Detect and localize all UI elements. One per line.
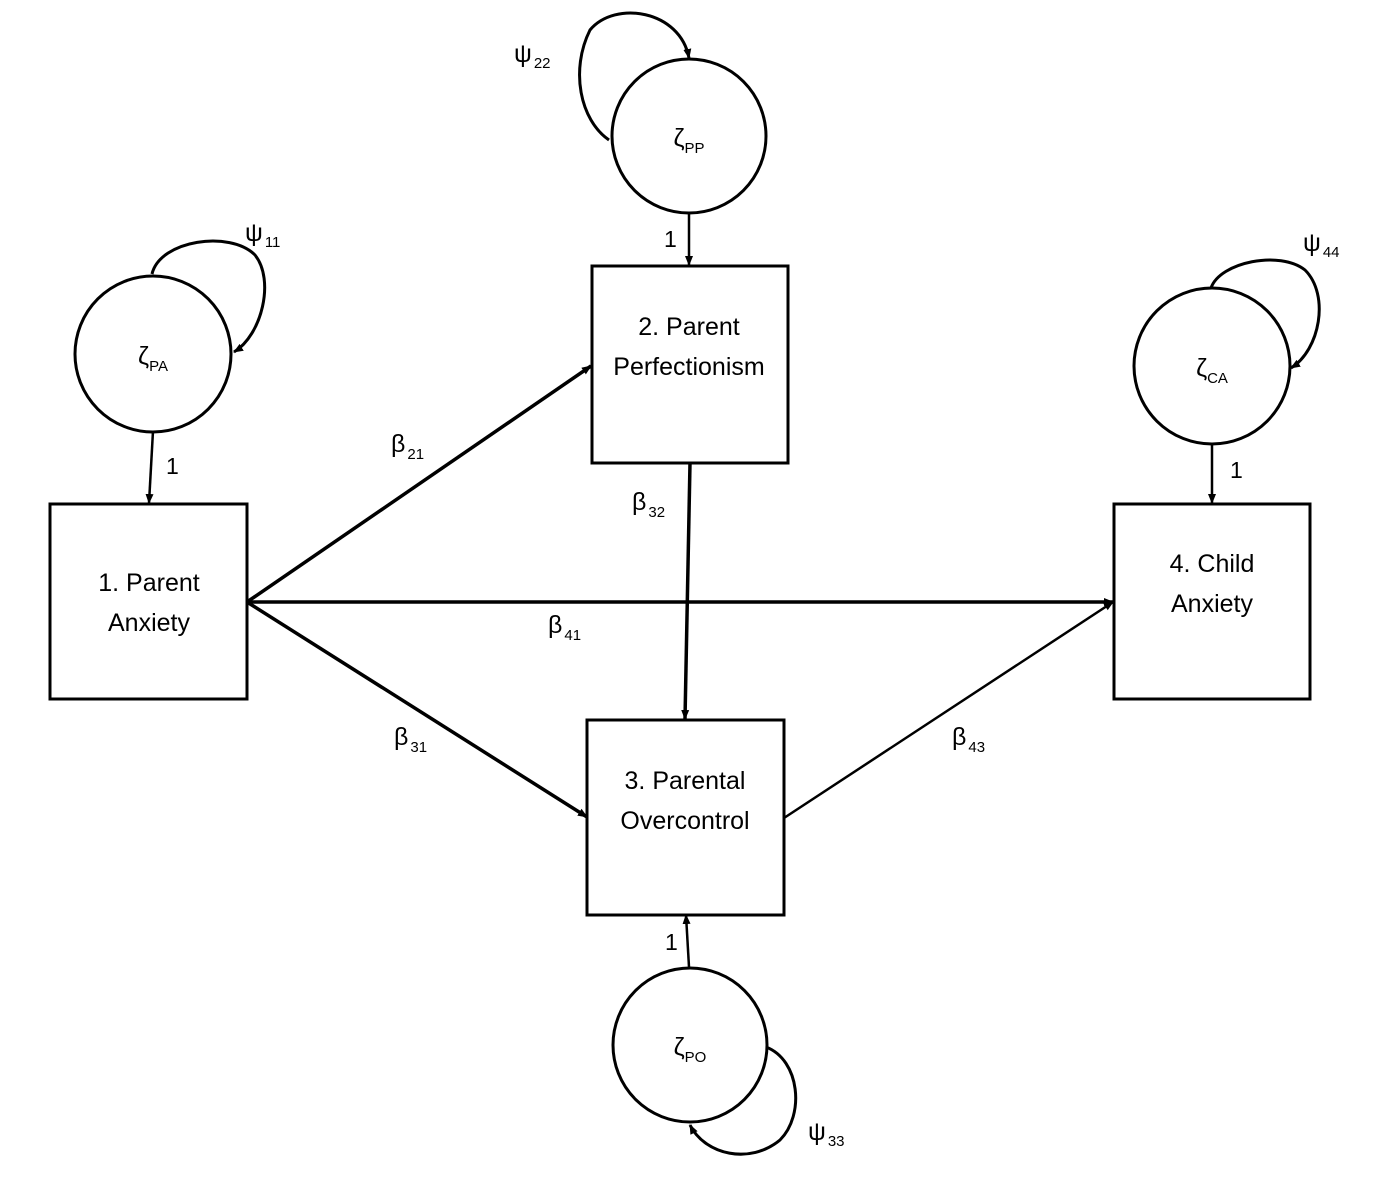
disturbance-label: ζCA [1196, 354, 1228, 387]
node-label-line2: Perfectionism [613, 353, 764, 381]
variance-label-psi44: ψ 44 [1303, 229, 1340, 261]
node-label-line2: Overcontrol [620, 807, 749, 835]
path-label-b43: β 43 [952, 723, 985, 756]
path-arrow-b32 [681, 462, 692, 720]
node-parent-perfectionism: 2. Parent Perfectionism [590, 264, 790, 465]
disturbance-ca: ζCA [1132, 286, 1292, 446]
node-label-line1: 2. Parent [638, 313, 740, 341]
path-arrow-b43 [783, 600, 1114, 820]
path-label-b41: β 41 [548, 611, 581, 644]
disturbance-pp: ζPP [610, 57, 768, 215]
node-label-line2: Anxiety [1171, 590, 1253, 618]
disturbance-pa: ζPA [73, 274, 233, 434]
variance-label-psi33: ψ 33 [808, 1118, 845, 1150]
loading-label-po: 1 [665, 929, 678, 955]
disturbance-label: ζPA [138, 342, 168, 375]
node-label-line2: Anxiety [108, 609, 190, 637]
node-parental-overcontrol: 3. Parental Overcontrol [585, 718, 786, 917]
loading-label-pp: 1 [664, 226, 677, 252]
loading-label-pa: 1 [166, 453, 179, 479]
path-label-b31: β 31 [394, 723, 427, 756]
path-arrow-b31 [246, 600, 588, 819]
node-label-line1: 4. Child [1170, 550, 1255, 578]
variance-label-psi11: ψ 11 [245, 219, 280, 251]
path-arrow-b21 [246, 364, 592, 604]
node-child-anxiety: 4. Child Anxiety [1112, 502, 1312, 701]
variance-loop-psi33 [688, 1045, 798, 1156]
disturbance-po: ζPO [611, 966, 769, 1124]
node-parent-anxiety: 1. Parent Anxiety [48, 502, 249, 701]
node-label-line1: 3. Parental [625, 767, 746, 795]
path-label-b32: β 32 [632, 488, 665, 521]
disturbance-label: ζPP [673, 124, 704, 157]
variance-loop-psi44 [1209, 258, 1321, 370]
disturbance-label: ζPO [674, 1033, 707, 1066]
variance-label-psi22: ψ 22 [514, 40, 551, 72]
loading-arrow-pa [145, 430, 155, 504]
node-label-line1: 1. Parent [98, 569, 200, 597]
loading-label-ca: 1 [1230, 457, 1243, 483]
path-label-b21: β 21 [391, 430, 424, 463]
variance-loop-psi22 [578, 11, 692, 142]
loading-arrow-po [682, 914, 691, 968]
variance-loop-psi11 [150, 239, 267, 354]
